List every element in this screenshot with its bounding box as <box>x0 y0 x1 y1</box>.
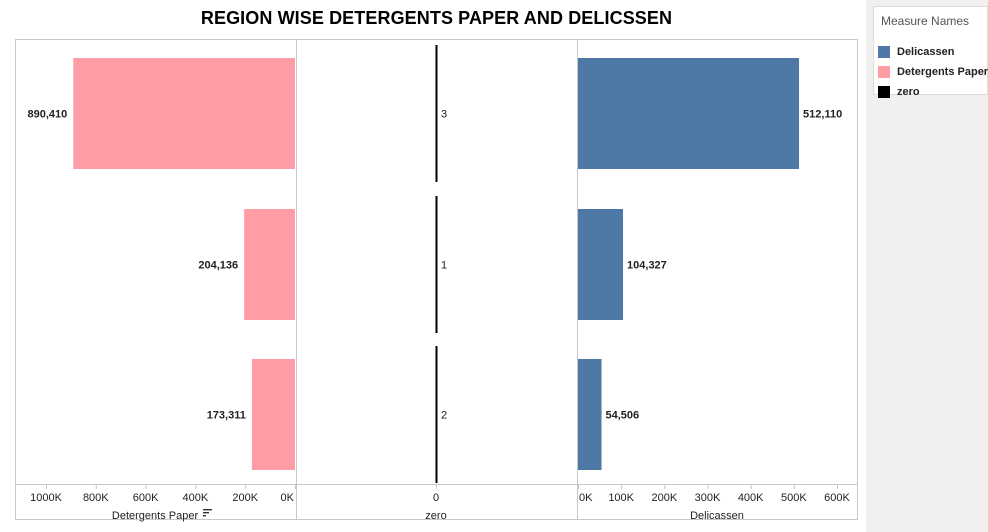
legend-swatch-zero <box>878 86 890 98</box>
sort-icon <box>203 509 212 517</box>
sort-icon-line <box>203 509 212 511</box>
data-label-detergents-paper-1: 204,136 <box>198 260 238 272</box>
row-label-3: 3 <box>441 109 447 121</box>
sort-icon-line <box>203 515 206 517</box>
tick-label-delicassen-500k: 500K <box>781 492 807 504</box>
bar-detergents-paper-1 <box>244 209 295 320</box>
axis-title-delicassen: Delicassen <box>690 510 744 522</box>
bar-delicassen-2 <box>578 359 602 470</box>
tick-label-detergents-400k: 400K <box>183 492 209 504</box>
legend: Measure Names Delicassen Detergents Pape… <box>873 6 988 98</box>
bar-detergents-paper-3 <box>73 58 296 169</box>
tick-label-delicassen-400k: 400K <box>738 492 764 504</box>
legend-title: Measure Names <box>881 14 970 28</box>
bar-detergents-paper-2 <box>251 359 295 470</box>
axis-title-zero: zero <box>425 510 446 522</box>
data-label-detergents-paper-2: 173,311 <box>207 410 246 422</box>
data-label-delicassen-3: 512,110 <box>803 109 842 121</box>
chart-title: REGION WISE DETERGENTS PAPER AND DELICSS… <box>200 8 673 28</box>
axis-title-detergents-paper: Detergents Paper <box>112 510 199 522</box>
data-label-delicassen-2: 54,506 <box>606 410 640 422</box>
bar-delicassen-3 <box>578 58 800 169</box>
data-label-detergents-paper-3: 890,410 <box>28 109 68 121</box>
legend-label-detergents-paper: Detergents Paper <box>897 66 988 78</box>
legend-swatch-delicassen <box>878 46 890 58</box>
tick-label-detergents-200k: 200K <box>232 492 258 504</box>
tick-label-delicassen-600k: 600K <box>824 492 850 504</box>
tick-label-detergents-1000k: 1000K <box>30 492 62 504</box>
tick-label-detergents-800k: 800K <box>83 492 109 504</box>
tick-label-delicassen-300k: 300K <box>695 492 721 504</box>
legend-label-zero: zero <box>897 86 920 98</box>
legend-label-delicassen: Delicassen <box>897 46 955 58</box>
legend-swatch-detergents-paper <box>878 66 890 78</box>
tick-label-detergents-0k: 0K <box>281 492 295 504</box>
bar-delicassen-1 <box>578 209 624 320</box>
tick-label-delicassen-200k: 200K <box>651 492 677 504</box>
tick-label-delicassen-100k: 100K <box>608 492 634 504</box>
data-label-delicassen-1: 104,327 <box>627 260 667 272</box>
tick-label-detergents-600k: 600K <box>133 492 159 504</box>
row-label-2: 2 <box>441 410 447 422</box>
row-label-1: 1 <box>441 260 447 272</box>
tick-label-zero: 0 <box>433 492 439 504</box>
tick-label-delicassen-0k: 0K <box>579 492 593 504</box>
plot-frame <box>15 39 858 520</box>
sort-icon-line <box>203 512 209 514</box>
